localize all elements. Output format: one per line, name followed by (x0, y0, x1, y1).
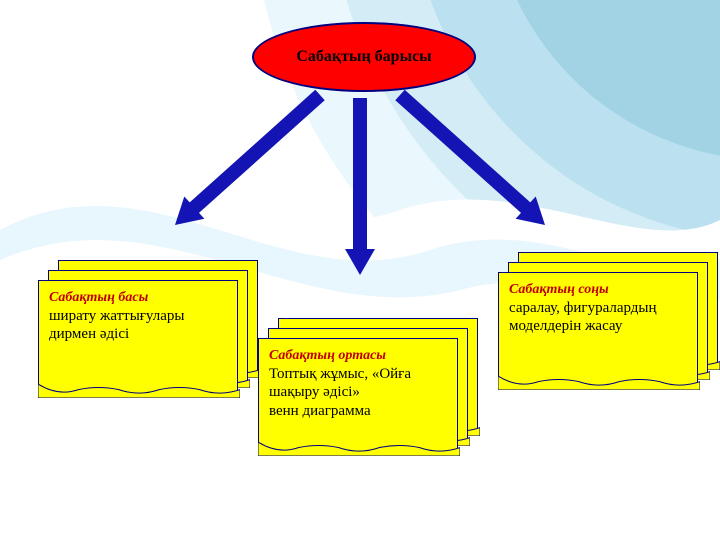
card-stack-left: Сабақтың басыширату жаттығулары дирмен ә… (38, 260, 258, 398)
slide-canvas: Сабақтың барысы Сабақтың басыширату жатт… (0, 0, 720, 540)
title-oval: Сабақтың барысы (252, 22, 476, 92)
card-title: Сабақтың басы (49, 289, 227, 307)
title-oval-text: Сабақтың барысы (296, 48, 431, 66)
card-stack-right: Сабақтың соңысаралау, фигуралардың модел… (498, 252, 718, 390)
card-right: Сабақтың соңысаралау, фигуралардың модел… (498, 272, 698, 390)
card-body: ширату жаттығулары дирмен әдісі (49, 307, 227, 345)
torn-edge-icon (38, 384, 240, 398)
card-middle: Сабақтың ортасыТоптық жұмыс, «Ойға шақыр… (258, 338, 458, 456)
card-stack-middle: Сабақтың ортасыТоптық жұмыс, «Ойға шақыр… (258, 318, 478, 456)
card-left: Сабақтың басыширату жаттығулары дирмен ә… (38, 280, 238, 398)
card-body: саралау, фигуралардың моделдерін жасау (509, 299, 687, 337)
torn-edge-icon (258, 442, 460, 456)
torn-edge-icon (498, 376, 700, 390)
card-body: Топтық жұмыс, «Ойға шақыру әдісі» венн д… (269, 365, 447, 421)
card-title: Сабақтың соңы (509, 281, 687, 299)
card-title: Сабақтың ортасы (269, 347, 447, 365)
